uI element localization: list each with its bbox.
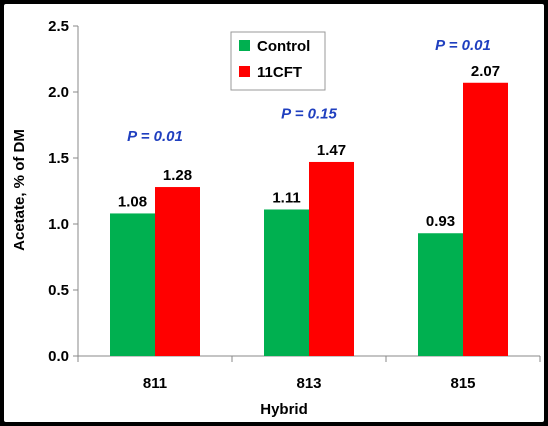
y-tick-label: 1.5: [48, 150, 69, 167]
y-tick-label: 1.0: [48, 216, 69, 233]
y-tick-label: 2.5: [48, 18, 69, 35]
legend-swatch-11cft: [239, 66, 250, 77]
data-label: 0.93: [426, 213, 455, 230]
bar-chart: 0.0 0.5 1.0 1.5 2.0 2.5 811 813 815 1.08 1.28 1.11…: [11, 18, 541, 418]
legend-swatch-control: [239, 40, 250, 51]
p-value-annotation: P = 0.01: [127, 128, 183, 145]
chart-frame: 0.0 0.5 1.0 1.5 2.0 2.5 811 813 815 1.08 1.28 1.11…: [4, 4, 544, 422]
x-tick-label: 811: [143, 375, 167, 392]
legend-label-control: Control: [257, 38, 310, 55]
chart-legend: Control 11CFT: [230, 31, 326, 91]
data-label: 1.47: [317, 142, 346, 159]
p-value-annotation: P = 0.01: [435, 37, 491, 54]
p-value-annotation: P = 0.15: [281, 105, 337, 122]
chart-annotations: P = 0.01 P = 0.15 P = 0.01: [127, 37, 491, 145]
x-axis-title: Hybrid: [260, 401, 308, 418]
legend-label-11cft: 11CFT: [257, 64, 302, 81]
bar-11cft-811: [155, 187, 200, 356]
bar-control-815: [418, 233, 463, 356]
bar-11cft-815: [463, 82, 508, 356]
data-label: 1.28: [163, 167, 192, 184]
data-label: 2.07: [471, 63, 500, 80]
y-tick-label: 0.0: [48, 348, 69, 365]
data-label: 1.11: [272, 189, 300, 206]
bar-control-811: [110, 213, 155, 356]
data-label: 1.08: [118, 193, 147, 210]
bar-11cft-813: [309, 161, 354, 356]
y-tick-label: 2.0: [48, 84, 69, 101]
bar-control-813: [264, 209, 309, 356]
x-tick-label: 813: [296, 375, 321, 392]
y-tick-label: 0.5: [48, 282, 69, 299]
y-axis-title: Acetate, % of DM: [11, 129, 28, 251]
chart-bars: [110, 82, 508, 356]
x-tick-label: 815: [450, 375, 475, 392]
chart-data-labels: 1.08 1.28 1.11 1.47 0.93 2.07: [118, 63, 500, 230]
